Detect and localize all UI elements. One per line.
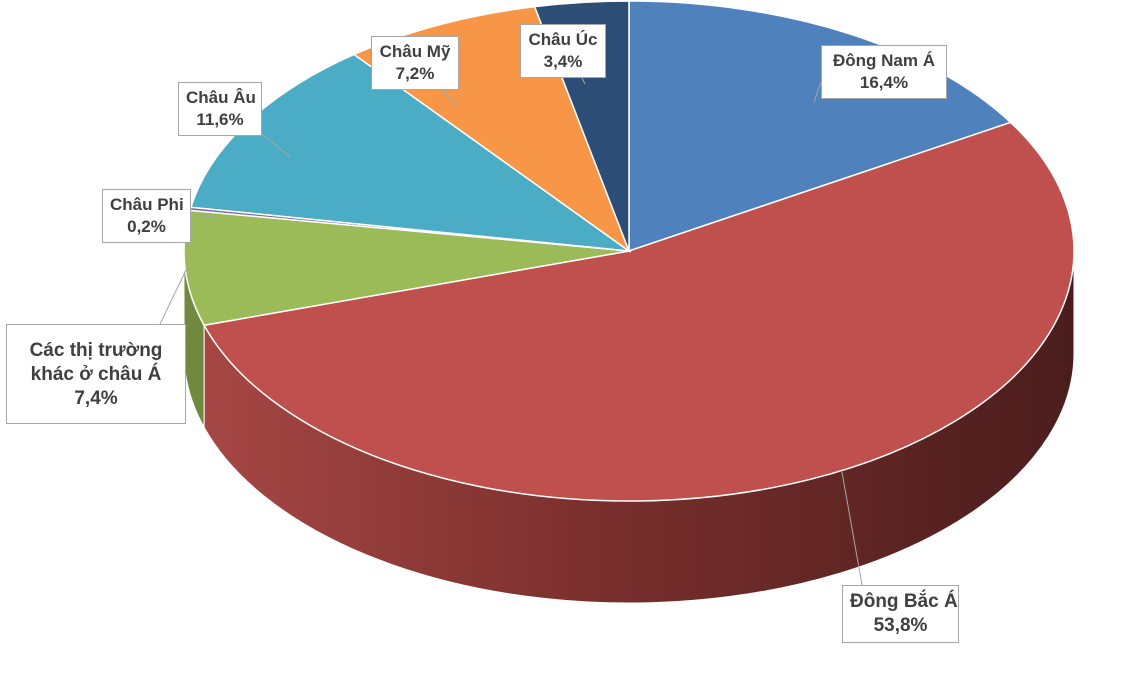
label-category: Đông Bắc Á bbox=[850, 591, 958, 612]
label-category: Châu Mỹ bbox=[379, 42, 451, 61]
label-value: 53,8% bbox=[873, 615, 928, 636]
label-value: 3,4% bbox=[543, 52, 583, 71]
leader-chau-au bbox=[261, 133, 291, 158]
label-category: Đông Nam Á bbox=[833, 51, 935, 70]
label-value: 16,4% bbox=[859, 73, 909, 92]
label-chau-phi: Châu Phi 0,2% bbox=[102, 189, 191, 243]
label-chau-my: Châu Mỹ 7,2% bbox=[371, 36, 459, 90]
leader-chau-my bbox=[439, 87, 459, 107]
label-chau-uc: Châu Úc 3,4% bbox=[520, 24, 606, 78]
label-category: Châu Phi bbox=[110, 195, 184, 214]
label-value: 11,6% bbox=[196, 110, 244, 129]
label-chau-au: Châu Âu 11,6% bbox=[178, 82, 262, 136]
leader-chau-phi bbox=[190, 214, 215, 218]
label-category-line1: Các thị trường bbox=[29, 340, 163, 361]
label-value: 7,2% bbox=[395, 64, 435, 83]
leader-dong-bac-a bbox=[841, 471, 863, 586]
label-dong-bac-a: Đông Bắc Á 53,8% bbox=[842, 585, 959, 643]
label-cac-thi-truong-khac: Các thị trường khác ở châu Á 7,4% bbox=[6, 324, 186, 424]
leader-dong-nam-a bbox=[813, 81, 822, 103]
label-category: Châu Âu bbox=[186, 88, 256, 107]
label-value: 7,4% bbox=[74, 388, 118, 409]
label-category-line2: khác ở châu Á bbox=[30, 364, 162, 385]
label-dong-nam-a: Đông Nam Á 16,4% bbox=[821, 45, 947, 99]
slice-dong-bac-a bbox=[202, 121, 1075, 502]
label-value: 0,2% bbox=[127, 217, 166, 236]
label-category: Châu Úc bbox=[528, 30, 598, 49]
